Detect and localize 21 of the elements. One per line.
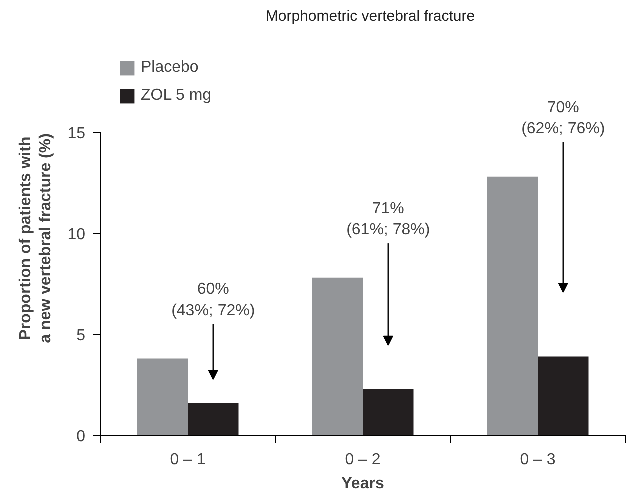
y-tick-label: 5: [76, 327, 86, 344]
annotation: 60% (43%; 72%): [172, 281, 256, 320]
chart-title: Morphometric vertebral fracture: [266, 7, 476, 27]
y-tick-label: 15: [68, 125, 86, 142]
x-tick-label: 0 – 3: [520, 452, 556, 468]
bar: [487, 176, 538, 436]
x-axis-title: Years: [342, 476, 384, 492]
x-tick-label: 0 – 1: [170, 452, 206, 468]
y-tick-label: 10: [68, 226, 86, 244]
y-tick-label: 0: [76, 428, 86, 446]
annotation: 71% (61%; 78%): [346, 200, 430, 239]
bar: [363, 389, 414, 436]
legend-label: Placebo: [141, 59, 199, 77]
x-tick-label: 0 – 2: [345, 452, 381, 468]
bar: [137, 358, 188, 436]
bar: [188, 403, 239, 436]
bar: [312, 278, 363, 436]
legend-label: ZOL 5 mg: [141, 87, 212, 105]
y-axis-title: Proportion of patients with a new vertebral fracture (%): [17, 134, 55, 344]
annotation: 70% (62%; 76%): [522, 99, 606, 138]
bar: [538, 356, 589, 436]
